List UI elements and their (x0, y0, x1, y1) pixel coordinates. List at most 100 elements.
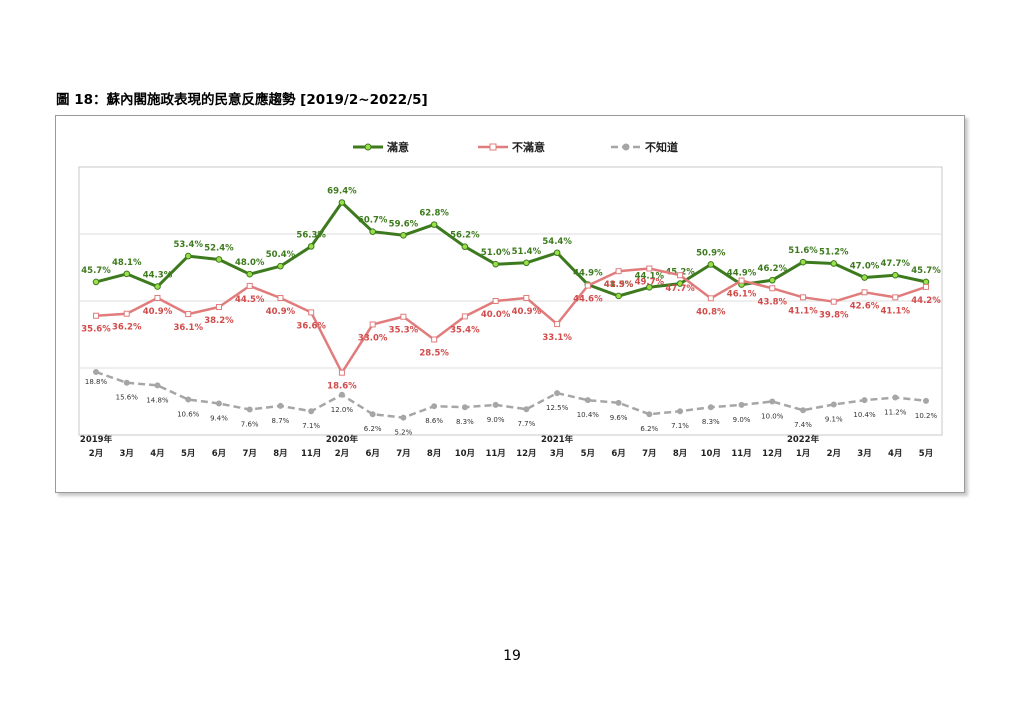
point-dissatisfied (123, 310, 130, 317)
x-tick-label: 3月 (550, 449, 564, 459)
x-tick-label: 5月 (919, 449, 933, 459)
point-dissatisfied (246, 282, 253, 289)
point-dissatisfied (892, 294, 899, 301)
data-label-unknown: 18.8% (85, 378, 108, 386)
x-tick-label: 6月 (611, 449, 625, 459)
x-year-label: 2022年 (787, 434, 820, 445)
series-line-satisfied (95, 201, 927, 298)
point-satisfied (184, 252, 192, 260)
point-unknown (707, 404, 714, 411)
figure-title: 圖 18：蘇內閣施政表現的民意反應趨勢 [2019/2~2022/5] (56, 92, 428, 108)
point-satisfied (92, 278, 100, 286)
data-label-unknown: 8.7% (272, 417, 290, 425)
x-tick-label: 2月 (89, 449, 103, 459)
data-label-unknown: 10.4% (853, 411, 876, 419)
data-label-satisfied: 59.6% (389, 219, 419, 229)
point-dissatisfied (154, 294, 161, 301)
point-unknown (431, 403, 438, 410)
data-label-satisfied: 41.5% (604, 280, 634, 290)
point-satisfied (369, 228, 376, 235)
data-label-unknown: 8.6% (425, 417, 443, 425)
point-unknown (738, 401, 745, 408)
point-satisfied (615, 292, 622, 300)
point-dissatisfied (93, 312, 99, 319)
data-label-dissatisfied: 35.4% (450, 325, 480, 335)
point-unknown (769, 398, 776, 405)
data-label-dissatisfied: 39.8% (819, 311, 849, 321)
point-unknown (338, 391, 345, 398)
data-label-dissatisfied: 28.5% (419, 349, 449, 359)
point-satisfied (830, 260, 838, 267)
legend-marker-unknown (622, 143, 630, 151)
data-label-unknown: 6.2% (364, 425, 382, 433)
x-tick-label: 10月 (701, 449, 721, 459)
x-tick-label: 7月 (242, 449, 256, 459)
point-dissatisfied (923, 283, 929, 290)
legend-label-unknown: 不知道 (645, 140, 678, 154)
point-dissatisfied (185, 311, 192, 318)
point-dissatisfied (492, 298, 499, 304)
data-label-dissatisfied: 35.3% (389, 326, 419, 336)
data-label-unknown: 7.1% (671, 422, 689, 430)
data-label-dissatisfied: 48.9% (604, 280, 634, 290)
data-label-unknown: 10.4% (577, 411, 600, 419)
x-tick-label: 4月 (150, 449, 164, 459)
data-label-satisfied: 56.3% (296, 230, 326, 240)
point-unknown (800, 407, 807, 414)
point-unknown (554, 390, 561, 397)
x-tick-label: 4月 (888, 449, 902, 459)
data-label-satisfied: 45.7% (81, 266, 111, 276)
point-dissatisfied (646, 265, 653, 272)
point-unknown (93, 369, 99, 376)
x-tick-label: 12月 (516, 449, 536, 459)
point-unknown (308, 408, 315, 415)
data-label-dissatisfied: 40.8% (696, 307, 726, 317)
data-label-dissatisfied: 40.9% (143, 307, 173, 317)
x-tick-label: 7月 (396, 449, 410, 459)
data-label-unknown: 7.6% (241, 421, 259, 429)
point-satisfied (553, 249, 561, 257)
x-tick-label: 2月 (827, 449, 841, 459)
series-line-dissatisfied (95, 267, 927, 374)
point-unknown (154, 382, 161, 389)
data-label-satisfied: 62.8% (419, 209, 449, 219)
data-label-dissatisfied: 44.5% (235, 295, 265, 305)
point-unknown (185, 396, 192, 403)
point-satisfied (215, 256, 223, 263)
x-tick-label: 3月 (120, 449, 134, 459)
data-label-dissatisfied: 40.0% (481, 310, 511, 320)
data-label-dissatisfied: 49.7% (635, 278, 665, 288)
chart-frame: 滿意 不滿意 不知道 45.7% 48.1% 44.3% 53.4% 52.4% 48.0% 5… (55, 115, 965, 493)
point-unknown (123, 379, 130, 386)
point-unknown (215, 400, 222, 407)
data-label-dissatisfied: 44.2% (911, 296, 941, 306)
data-label-unknown: 9.4% (210, 415, 228, 423)
point-unknown (584, 397, 591, 404)
data-label-unknown: 9.6% (610, 414, 628, 422)
point-dissatisfied (400, 313, 407, 320)
point-unknown (677, 408, 684, 415)
point-satisfied (799, 258, 807, 266)
point-dissatisfied (431, 336, 438, 343)
point-unknown (892, 394, 899, 401)
legend-label-dissatisfied: 不滿意 (512, 140, 545, 154)
point-satisfied (338, 199, 346, 206)
point-dissatisfied (584, 282, 591, 289)
page-number: 19 (503, 648, 521, 664)
point-unknown (400, 414, 407, 421)
series-line-unknown (95, 370, 927, 419)
data-label-unknown: 8.3% (456, 418, 474, 426)
data-label-satisfied: 45.7% (911, 266, 941, 276)
point-satisfied (492, 260, 499, 268)
data-label-unknown: 9.0% (733, 416, 751, 424)
x-tick-label: 11月 (485, 449, 505, 459)
legend: 滿意 不滿意 不知道 (353, 140, 678, 154)
point-satisfied (400, 232, 407, 239)
data-label-dissatisfied: 44.6% (573, 295, 603, 305)
data-label-unknown: 14.8% (146, 396, 169, 404)
data-label-satisfied: 51.0% (481, 248, 511, 258)
point-dissatisfied (677, 272, 684, 279)
data-label-satisfied: 51.6% (788, 246, 818, 256)
data-label-unknown: 8.3% (702, 418, 720, 426)
data-label-satisfied: 53.4% (173, 240, 203, 250)
